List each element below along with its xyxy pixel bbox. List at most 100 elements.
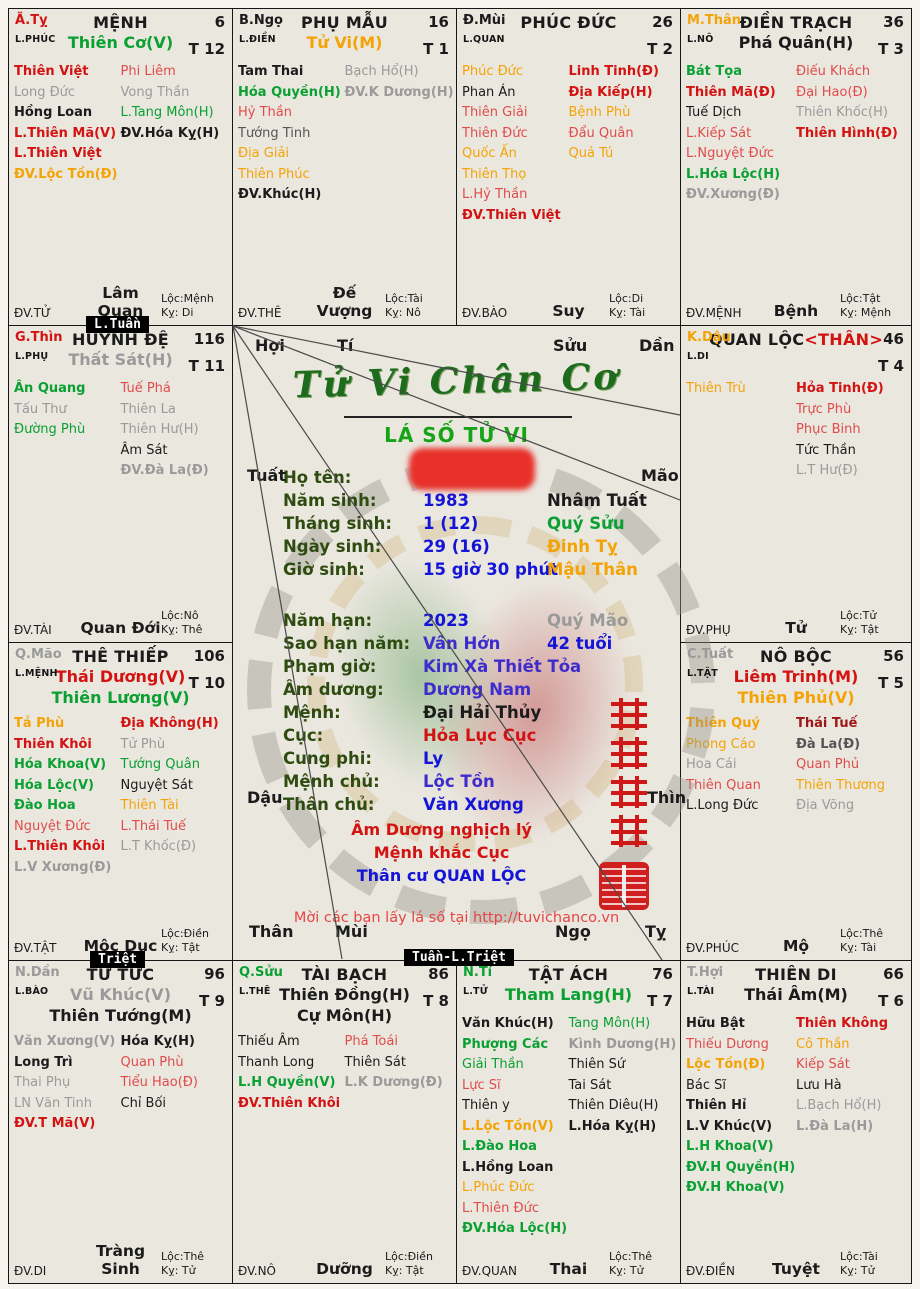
star: L.Kiếp Sát <box>686 125 752 141</box>
luu-cung-label: L.TẬT <box>687 668 718 679</box>
star-lists: Ân Quang Tấu Thư Đường Phù Tuế Phá Thiên La T… <box>14 379 227 482</box>
palace-numbers: 46 T 4 <box>878 330 904 375</box>
info-canchi: Đinh Tỵ <box>547 537 618 556</box>
palace-t-number: T 10 <box>188 674 225 692</box>
main-star: Tử Vi(M) <box>306 33 383 52</box>
star: Đào Hoa <box>14 798 76 813</box>
palace-t-number: T 1 <box>423 40 449 58</box>
info-value: Dương Nam <box>423 680 532 699</box>
canchi-label: Q.Mão <box>15 647 62 662</box>
dai-van-label: ĐV.TÀI <box>14 623 52 637</box>
star: L.H Khoa(V) <box>686 1139 774 1154</box>
ky-label: Kỵ: Nô <box>385 306 421 319</box>
palace-t-number: T 12 <box>188 40 225 58</box>
palace-phucduc: Đ.Mùi L.QUAN 26 T 2 PHÚC ĐỨC Phúc Đức Phan Án T… <box>456 8 681 326</box>
info-value: Lộc Tồn <box>423 772 495 791</box>
main-star: Vũ Khúc(V) <box>69 985 171 1004</box>
star: Hỏa Tinh(Đ) <box>796 381 884 396</box>
star-column-left: Văn Khúc(H) Phượng Các Giải Thần Lực Sĩ Thiê… <box>462 1014 569 1240</box>
star: Hóa Kỵ(H) <box>120 1034 195 1049</box>
star: L.Long Đức <box>686 798 759 813</box>
star: Quốc Ấn <box>462 146 517 161</box>
info-value: 1983 <box>423 491 469 510</box>
star: Thiên Mã(Đ) <box>686 84 776 100</box>
star: Quả Tú <box>568 146 614 161</box>
info-row: Cung phi: Ly <box>283 747 663 770</box>
star-column-left: Tam Thai Hóa Quyền(H) Hỷ Thần Tướng Tinh Địa… <box>238 62 345 206</box>
ky-label: Kỵ: Tử <box>609 1264 644 1277</box>
site-link[interactable]: Mời các bạn lấy lá số tại http://tuvicha… <box>293 910 620 926</box>
star: Tử Phù <box>120 736 166 752</box>
palace-title: NÔ BỘC <box>760 647 832 666</box>
luu-cung-label: L.PHÚC <box>15 34 56 45</box>
palace-corner: N.Tí L.TỬ <box>463 965 492 997</box>
palace-number: 36 <box>883 13 904 31</box>
star: Thái Tuế <box>796 716 858 731</box>
star-column-right: Địa Không(H) Tử Phù Tướng Quân Nguyệt Sát Th… <box>121 714 228 878</box>
loc-ky-labels: Lộc:Tật Kỵ: Mệnh <box>840 292 906 320</box>
info-row: Năm hạn: 2023 Quý Mão <box>283 609 663 632</box>
star-lists: Tả Phù Thiên Khôi Hóa Khoa(V) Hóa Lộc(V) Đào… <box>14 714 227 878</box>
star: L.Hóa Lộc(H) <box>686 166 781 182</box>
seal-script <box>611 698 647 854</box>
palace-phumau: B.Ngọ L.ĐIỀN 16 T 1 PHỤ MẪU Tử Vi(M) Tam Thai H… <box>232 8 457 326</box>
info-value: 29 (16) <box>423 537 490 556</box>
palace-footer: ĐV.TÀI Quan Đới Lộc:Nô Kỵ: Thê <box>14 609 227 637</box>
palace-corner: N.Dần L.BÀO <box>15 965 60 997</box>
palace-corner: M.Thân L.NÔ <box>687 13 741 45</box>
palace-header: N.Dần L.BÀO 96 T 9 TỬ TỨC Vũ Khúc(V) Thiên Tướ… <box>14 964 227 1026</box>
main-star: Liêm Trinh(M) <box>733 667 859 686</box>
star: Điếu Khách <box>796 64 871 79</box>
palace-numbers: 116 T 11 <box>189 330 225 375</box>
star: Ân Quang <box>14 381 86 396</box>
life-stage: Tử <box>785 619 807 637</box>
palace-numbers: 26 T 2 <box>647 13 673 58</box>
loc-label: Lộc:Mệnh <box>161 292 214 305</box>
star: Tướng Tinh <box>238 125 311 141</box>
palace-title: THIÊN DI <box>755 965 837 984</box>
star: L.Hồng Loan <box>462 1159 554 1175</box>
palace-numbers: 86 T 8 <box>423 965 449 1010</box>
palace-numbers: 96 T 9 <box>199 965 225 1010</box>
info-value: Hỏa Lục Cục <box>423 726 537 745</box>
star: Thiên Sát <box>344 1054 406 1070</box>
star: Lưu Hà <box>796 1077 842 1093</box>
star: Thiên Diêu(H) <box>568 1098 659 1113</box>
info-canchi: Mậu Thân <box>547 560 638 579</box>
star-lists: Thiên Quý Phong Cáo Hoa Cái Thiên Quan L.Lon… <box>686 714 906 817</box>
palace-title: PHỤ MẪU <box>300 13 389 32</box>
star: Tuế Phá <box>120 381 171 396</box>
palace-header: Q.Sửu L.THÊ 86 T 8 TÀI BẠCH Thiên Đồng(H) Cự M… <box>238 964 451 1026</box>
star: Trực Phù <box>796 401 852 417</box>
palace-t-number: T 8 <box>423 992 449 1010</box>
branch-label-10: Dậu <box>247 788 283 807</box>
page-title: LÁ SỐ TỬ VI <box>384 423 529 447</box>
dai-van-label: ĐV.QUAN <box>462 1264 517 1278</box>
star: Tả Phù <box>14 716 65 731</box>
dai-van-label: ĐV.BÀO <box>462 306 508 320</box>
info-value: Ly <box>423 749 444 768</box>
canchi-label: C.Tuất <box>687 647 734 662</box>
star-column-left: Tả Phù Thiên Khôi Hóa Khoa(V) Hóa Lộc(V) Đào… <box>14 714 121 878</box>
canchi-label: K.Dậu <box>687 330 731 345</box>
star: L.T Khốc(Đ) <box>120 839 197 854</box>
info-row: Năm sinh: 1983 Nhâm Tuất <box>283 489 663 512</box>
star: Bát Tọa <box>686 64 742 79</box>
main-star: Tham Lang(H) <box>504 985 633 1004</box>
palace-footer: ĐV.ĐIỀN Tuyệt Lộc:Tài Kỵ: Tử <box>686 1250 906 1278</box>
palace-title: ĐIỀN TRẠCH <box>739 13 853 32</box>
branch-label-9: Thân <box>249 922 294 941</box>
star-column-right: Thái Tuế Đà La(Đ) Quan Phủ Thiên Thương Địa … <box>796 714 906 817</box>
ky-label: Kỵ: Di <box>161 306 194 319</box>
star-lists: Văn Khúc(H) Phượng Các Giải Thần Lực Sĩ Thiê… <box>462 1014 676 1240</box>
palace-tutuc: N.Dần L.BÀO 96 T 9 TỬ TỨC Vũ Khúc(V) Thiên Tướ… <box>8 960 233 1284</box>
star: L.T Hư(Đ) <box>796 463 858 478</box>
star: Hóa Quyền(H) <box>238 84 341 100</box>
loc-label: Lộc:Thê <box>161 1250 205 1263</box>
star-column-right: Linh Tinh(Đ) Địa Kiếp(H) Bệnh Phù Đẩu Quân Q… <box>569 62 676 226</box>
name-redaction <box>409 448 535 490</box>
palace-corner: Đ.Mùi L.QUAN <box>463 13 505 45</box>
palace-number: 116 <box>193 330 225 348</box>
star: Văn Xương(V) <box>14 1034 116 1049</box>
star: Phan Án <box>462 84 516 100</box>
